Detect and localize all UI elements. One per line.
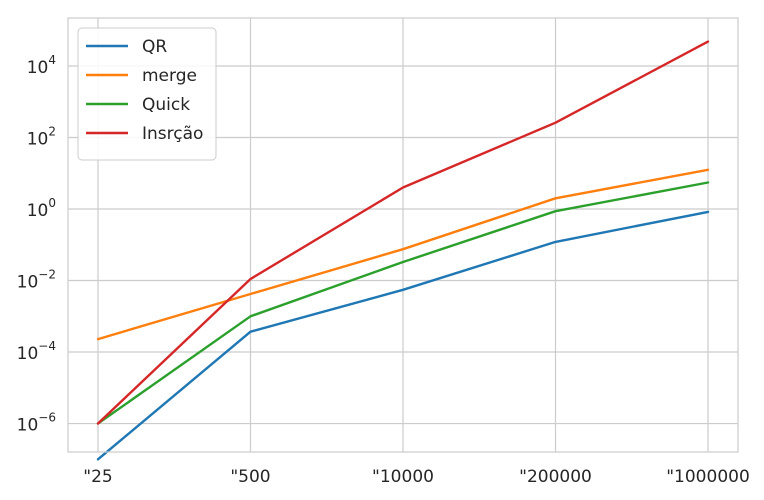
y-tick-label: 102: [27, 125, 56, 150]
x-tick-label: "200000: [519, 467, 592, 487]
series-line: [96, 168, 710, 341]
legend-label: QR: [142, 37, 167, 57]
series-line: [96, 40, 710, 425]
legend-label: Insrção: [142, 124, 203, 144]
series-line: [96, 181, 710, 425]
legend-label: merge: [142, 66, 197, 86]
y-tick-label: 100: [27, 196, 56, 221]
grid-lines: [68, 18, 738, 452]
series-lines: [96, 40, 710, 461]
series-line: [96, 210, 710, 461]
x-tick-label: "500: [230, 467, 270, 487]
legend-box: [77, 27, 217, 161]
legend: QR merge Quick Insrção: [77, 27, 217, 161]
y-tick-label: 10−4: [17, 339, 56, 364]
y-tick-label: 10−2: [17, 268, 56, 293]
y-tick-labels: 10−6 10−4 10−2 100 102 104: [17, 53, 56, 436]
y-tick-label: 10−6: [17, 411, 56, 436]
plot-border: [67, 17, 739, 453]
x-tick-label: "25: [83, 467, 112, 487]
y-tick-label: 104: [27, 53, 56, 78]
x-tick-label: "1000000: [666, 467, 750, 487]
x-tick-label: "10000: [372, 467, 434, 487]
x-tick-labels: "25 "500 "10000 "200000 "1000000: [83, 467, 749, 487]
legend-label: Quick: [142, 95, 190, 115]
